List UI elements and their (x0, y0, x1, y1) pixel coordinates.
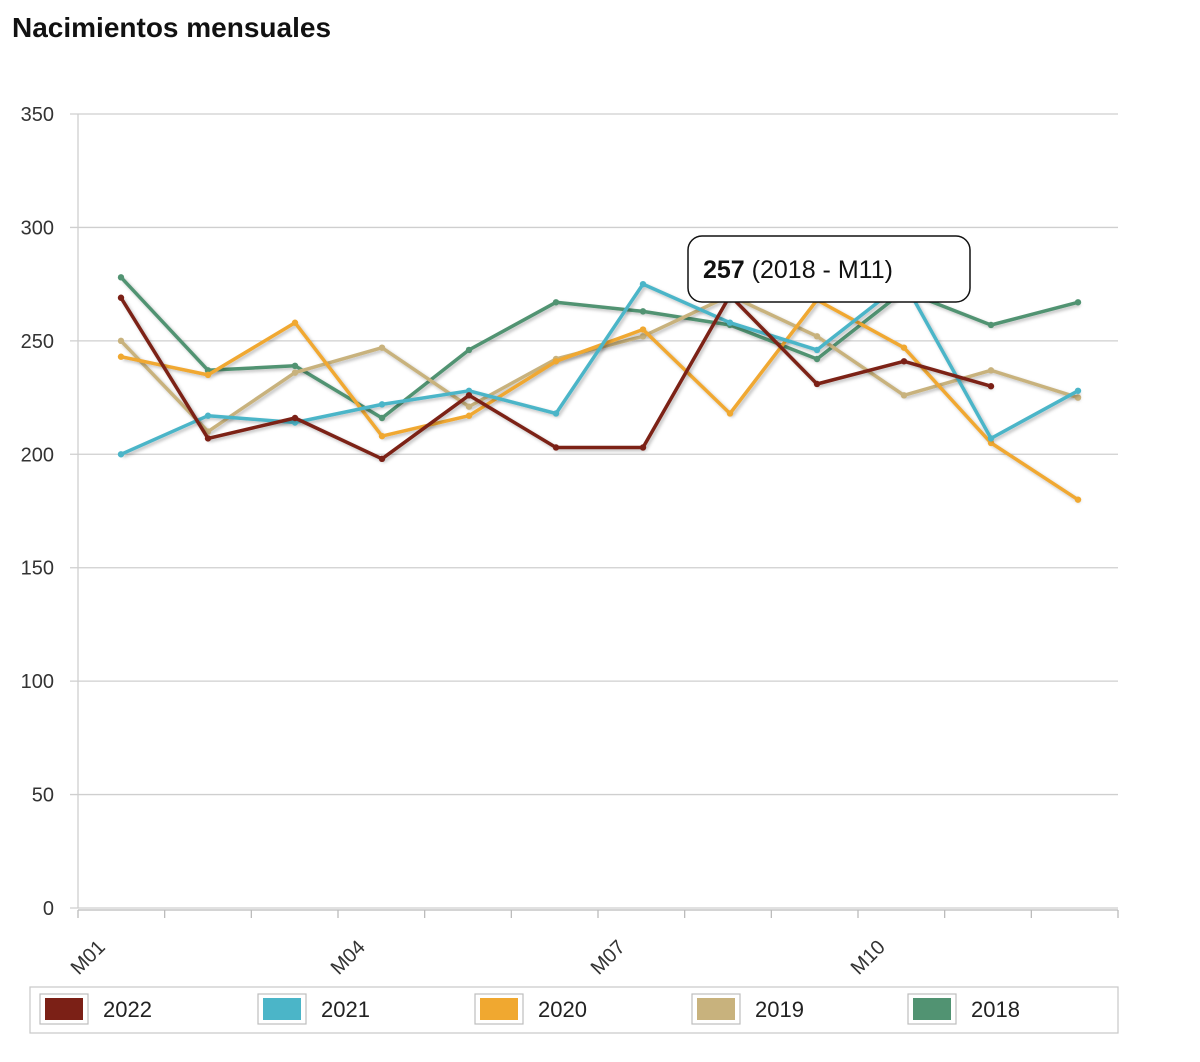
x-tick-label-M04: M04 (327, 936, 370, 979)
legend-swatch-2021 (263, 998, 301, 1020)
legend-label-2019: 2019 (755, 997, 804, 1022)
chart-title: Nacimientos mensuales (12, 12, 332, 43)
data-point-2018 (378, 414, 386, 422)
data-point-2021 (987, 435, 995, 442)
legend-item-2019: 2019 (691, 993, 804, 1025)
legend-item-2021: 2021 (257, 993, 370, 1025)
data-point-2018 (813, 355, 821, 363)
series-line-2019 (119, 293, 1079, 434)
data-point-2021 (291, 419, 299, 426)
data-point-2022 (639, 444, 647, 451)
tooltip-value: 257 (703, 256, 745, 284)
data-point-2018 (465, 346, 473, 354)
data-point-2019 (117, 337, 125, 345)
tooltip-label: 257 (2018 - M11) (703, 256, 893, 284)
data-point-2022 (291, 414, 299, 422)
y-tick-label-0: 0 (43, 898, 54, 920)
series-2020 (117, 296, 1082, 503)
x-tick-label-M07: M07 (587, 936, 630, 979)
data-point-2022 (378, 455, 386, 463)
data-point-2020 (987, 439, 995, 447)
data-point-2020 (726, 410, 734, 417)
data-point-2019 (465, 403, 473, 410)
data-point-2021 (639, 280, 647, 288)
data-point-2022 (813, 380, 821, 388)
series-2022 (117, 292, 995, 463)
series-2019 (117, 292, 1082, 435)
data-point-2019 (378, 344, 386, 351)
data-point-2019 (987, 367, 995, 374)
data-point-2020 (639, 326, 647, 333)
data-point-2020 (378, 432, 386, 440)
legend-label-2021: 2021 (321, 997, 370, 1022)
legend-item-2018: 2018 (907, 993, 1020, 1025)
legend-label-2020: 2020 (538, 997, 587, 1022)
y-tick-label-50: 50 (32, 785, 54, 807)
data-point-2021 (1074, 387, 1082, 394)
legend-swatch-2022 (45, 998, 83, 1020)
data-point-2022 (465, 392, 473, 399)
data-point-2021 (465, 387, 473, 394)
y-tick-label-300: 300 (21, 217, 54, 239)
legend-swatch-2019 (697, 998, 735, 1020)
data-point-2022 (204, 435, 212, 442)
x-tick-label-M01: M01 (67, 936, 110, 979)
tooltip: 257 (2018 - M11) (687, 235, 971, 303)
data-point-2018 (291, 362, 299, 370)
data-point-2018 (117, 274, 125, 281)
series-line-2022 (119, 293, 992, 461)
data-point-2020 (900, 344, 908, 351)
data-point-2021 (117, 451, 125, 458)
grid-lines (70, 113, 1118, 909)
data-point-2021 (378, 401, 386, 408)
legend-item-2020: 2020 (474, 993, 587, 1025)
legend-swatch-2018 (913, 998, 951, 1020)
legend: 2022 2021 2020 2019 2018 (29, 986, 1119, 1034)
data-point-2022 (117, 294, 125, 301)
data-point-2021 (204, 412, 212, 419)
data-point-2022 (987, 383, 995, 390)
data-point-2022 (900, 358, 908, 365)
data-point-2019 (291, 369, 299, 376)
legend-label-2022: 2022 (103, 997, 152, 1022)
series-line-2020 (120, 298, 1079, 502)
data-point-2019 (900, 392, 908, 399)
data-point-2019 (813, 333, 821, 340)
tooltip-box: 257 (2018 - M11) (687, 235, 971, 303)
legend-item-2022: 2022 (39, 993, 152, 1025)
tooltip-background (687, 235, 971, 303)
data-point-2019 (639, 333, 647, 340)
data-point-2020 (552, 358, 560, 365)
legend-swatch-2020 (480, 998, 518, 1020)
data-point-2022 (552, 444, 560, 451)
data-point-2020 (117, 353, 125, 360)
y-tick-label-200: 200 (21, 444, 54, 466)
series-lines (117, 274, 1082, 503)
data-point-2018 (639, 308, 647, 315)
data-point-2020 (291, 319, 299, 326)
data-point-2021 (726, 319, 734, 326)
data-point-2020 (204, 371, 212, 379)
data-point-2021 (813, 346, 821, 354)
data-point-2019 (1074, 394, 1082, 401)
data-point-2018 (552, 299, 560, 306)
x-tick-label-M10: M10 (847, 936, 890, 979)
y-tick-label-100: 100 (21, 671, 54, 693)
data-point-2021 (552, 410, 560, 417)
data-point-2018 (987, 321, 995, 329)
y-tick-label-250: 250 (21, 331, 54, 353)
data-point-2020 (1074, 496, 1082, 503)
tooltip-detail: (2018 - M11) (745, 256, 893, 284)
data-point-2018 (1074, 299, 1082, 306)
data-point-2020 (465, 412, 473, 419)
y-tick-label-150: 150 (21, 558, 54, 580)
legend-label-2018: 2018 (971, 997, 1020, 1022)
y-tick-label-350: 350 (21, 104, 54, 126)
